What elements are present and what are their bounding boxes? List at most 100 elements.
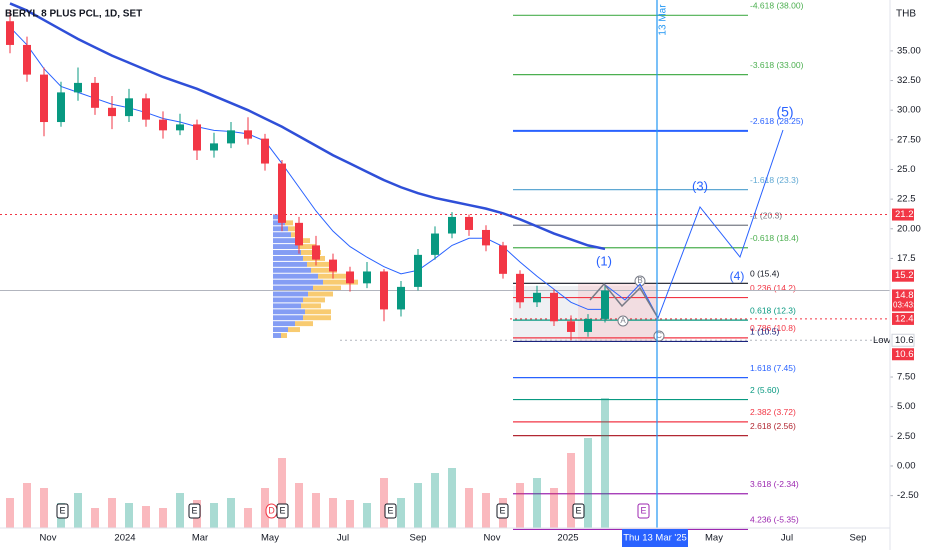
volume-bar <box>244 508 252 528</box>
candle-body <box>57 92 65 123</box>
volume-bar <box>533 478 541 528</box>
volume-bar <box>125 503 133 528</box>
wave-path <box>589 282 659 319</box>
fib-label: 2 (5.60) <box>750 385 779 395</box>
volume-profile-up <box>273 309 305 315</box>
event-label: E <box>640 505 646 515</box>
volume-profile-down <box>288 226 298 232</box>
volume-profile-up <box>273 273 318 279</box>
volume-profile-up <box>273 250 301 255</box>
price-tag <box>892 208 914 221</box>
volume-profile-up <box>273 321 295 327</box>
wave-label: (4) <box>730 269 745 283</box>
volume-profile-down <box>308 291 333 297</box>
candle-body <box>380 271 388 310</box>
event-label: E <box>499 505 505 515</box>
wave-label: C <box>656 331 662 340</box>
x-label-highlight <box>622 529 688 547</box>
wave-label: A <box>620 316 626 325</box>
fib-label: -4.618 (38.00) <box>750 1 804 11</box>
volume-bar <box>448 468 456 528</box>
volume-profile-down <box>311 267 337 273</box>
x-tick-label: Thu 13 Mar '25 <box>623 533 687 544</box>
volume-profile-up <box>273 267 311 273</box>
volume-profile-up <box>273 297 303 303</box>
candle-body <box>176 124 184 131</box>
candle-body <box>159 119 167 131</box>
candle-body <box>40 74 48 123</box>
x-tick-label: Nov <box>484 533 501 544</box>
candle-body <box>125 98 133 117</box>
x-tick-label: Mar <box>192 533 208 544</box>
volume-bar <box>346 500 354 528</box>
y-tick-label: 7.50 <box>897 372 916 383</box>
candle-body <box>448 216 456 234</box>
volume-bar <box>91 508 99 528</box>
volume-bar <box>482 493 490 528</box>
price-tag-label: 15.2 <box>895 270 914 281</box>
fib-label: 1.618 (7.45) <box>750 363 796 373</box>
volume-bar <box>6 498 14 528</box>
y-tick-label: 32.50 <box>897 75 921 86</box>
volume-bar <box>567 453 575 528</box>
volume-bar <box>431 473 439 528</box>
price-tag-label: 12.4 <box>895 313 914 324</box>
volume-profile-down <box>281 333 287 338</box>
fib-label: 2.618 (2.56) <box>750 421 796 431</box>
candle-body <box>584 318 592 332</box>
fib-label: 2.382 (3.72) <box>750 407 796 417</box>
volume-bar <box>159 508 167 528</box>
price-tag-label: 14.8 <box>895 290 914 301</box>
volume-profile-down <box>307 261 331 267</box>
volume-bar <box>312 493 320 528</box>
candle-body <box>295 222 303 246</box>
x-tick-label: May <box>261 533 279 544</box>
candle-body <box>533 292 541 303</box>
wave-circle <box>617 315 629 327</box>
y-tick-label: 0.00 <box>897 460 916 471</box>
x-tick-label: Jul <box>781 533 793 544</box>
candle-body <box>210 143 218 151</box>
volume-bar <box>397 498 405 528</box>
event-label: E <box>59 505 65 515</box>
event-label: E <box>279 505 285 515</box>
volume-bar <box>601 398 609 528</box>
fib-label: -1.618 (23.3) <box>750 175 799 185</box>
volume-bar <box>278 458 286 528</box>
event-marker <box>56 503 69 519</box>
volume-bar <box>74 493 82 528</box>
volume-profile-up <box>273 238 295 244</box>
price-tag-sub: 03:43:07 <box>893 301 925 310</box>
price-tag <box>892 312 914 325</box>
fib-label: -1 (20.3) <box>750 210 782 220</box>
y-tick-label: 25.0 <box>897 164 916 175</box>
volume-bar <box>414 483 422 528</box>
volume-profile-up <box>273 291 308 297</box>
y-tick-label: 17.5 <box>897 253 916 264</box>
candle-body <box>108 107 116 117</box>
fib-label: 0.786 (10.8) <box>750 323 796 333</box>
y-tick-label: 30.00 <box>897 105 921 116</box>
fib-label: 1 (10.5) <box>750 327 779 337</box>
y-tick-label: -2.50 <box>897 490 919 501</box>
candle-body <box>567 321 575 332</box>
candle-body <box>346 271 354 284</box>
y-tick-label: 2.50 <box>897 431 916 442</box>
volume-profile-up <box>273 261 307 267</box>
event-label: E <box>575 505 581 515</box>
volume-bar <box>142 506 150 528</box>
candle-body <box>23 44 31 75</box>
volume-profile-down <box>303 297 325 303</box>
volume-bar <box>227 498 235 528</box>
x-tick-label: 2024 <box>114 533 135 544</box>
candle-body <box>278 163 286 223</box>
volume-bar <box>363 503 371 528</box>
volume-profile-down <box>313 285 341 291</box>
volume-profile-down <box>301 250 321 255</box>
price-tag-label: 10.6 <box>895 349 914 360</box>
x-tick-label: Nov <box>40 533 57 544</box>
volume-profile-up <box>273 333 281 338</box>
candle-body <box>363 271 371 284</box>
volume-bar <box>465 488 473 528</box>
volume-profile-down <box>305 309 331 315</box>
